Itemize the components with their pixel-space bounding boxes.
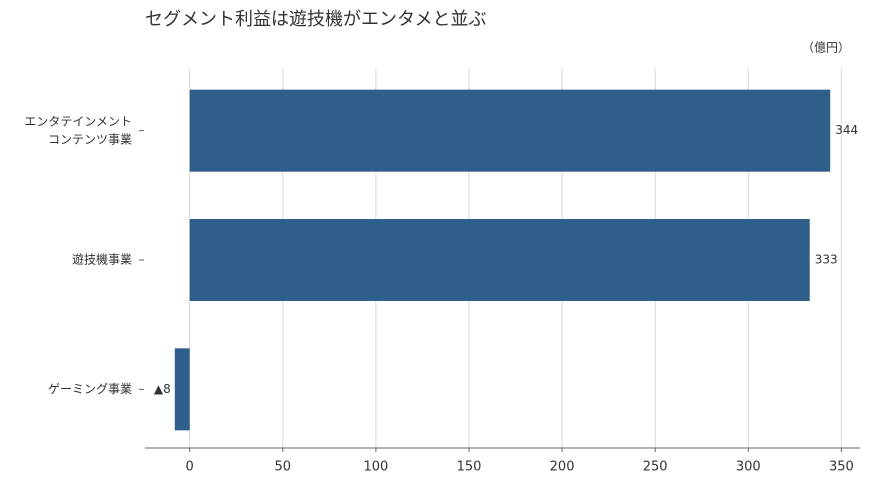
x-tick-label: 350 [829,460,854,475]
unit-label: （億円） [802,41,850,55]
bar [174,348,190,431]
chart-title: セグメント利益は遊技機がエンタメと並ぶ [145,9,486,30]
x-tick-label: 150 [457,460,482,475]
x-tick-label: 50 [275,460,292,475]
y-tick-label: 遊技機事業 [72,252,132,267]
bar [189,89,831,172]
value-label: ▲8 [154,382,171,396]
value-label: 333 [815,253,838,267]
x-tick-label: 100 [363,460,388,475]
x-tick-label: 300 [736,460,761,475]
value-label: 344 [835,123,858,137]
x-tick-label: 200 [550,460,575,475]
y-tick-label: エンタテインメントコンテンツ事業 [24,114,132,146]
x-tick-label: 0 [186,460,194,475]
x-tick-label: 250 [643,460,668,475]
y-tick-label: ゲーミング事業 [48,382,132,396]
bar [189,219,810,301]
